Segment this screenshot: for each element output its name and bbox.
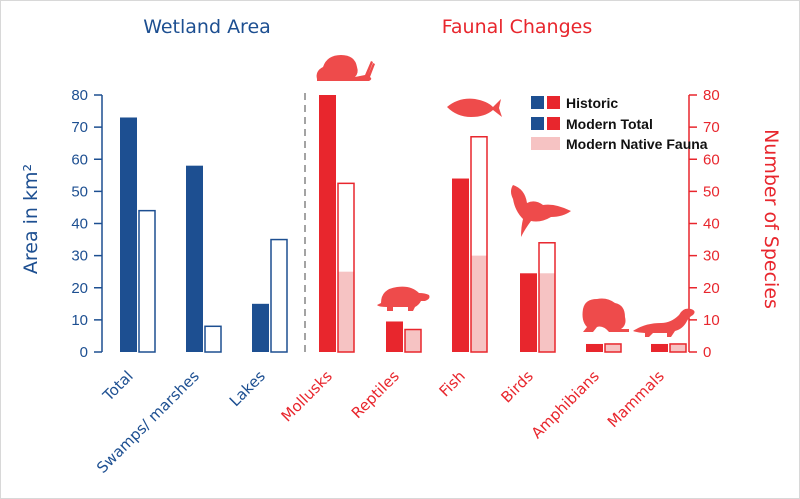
- right-tick-label: 50: [703, 183, 720, 200]
- category-label: Birds: [497, 367, 537, 407]
- bar-modern-fauna-2: [470, 136, 488, 353]
- right-tick-label: 40: [703, 216, 720, 233]
- bar-historic-fauna-1: [386, 321, 403, 352]
- turtle-icon: [377, 286, 430, 311]
- bar-historic-2: [252, 303, 269, 352]
- fauna-panel-title: Faunal Changes: [442, 16, 593, 38]
- otter-icon: [633, 308, 695, 337]
- bar-native-fauna-2: [471, 255, 487, 352]
- right-tick-label: 20: [703, 280, 720, 297]
- right-tick-label: 70: [703, 119, 720, 136]
- left-tick-label: 40: [71, 216, 88, 233]
- left-tick-label: 60: [71, 151, 88, 168]
- wetland-panel-title: Wetland Area: [143, 16, 271, 38]
- bar-historic-fauna-3: [520, 273, 537, 352]
- legend-modern-native-label: Modern Native Fauna: [566, 136, 708, 152]
- snail-icon: [316, 55, 375, 81]
- bar-modern-fauna-0: [337, 182, 355, 353]
- left-tick-label: 0: [80, 344, 88, 361]
- bar-modern-2: [270, 238, 288, 353]
- legend: Historic Modern Total Modern Native Faun…: [531, 95, 708, 152]
- bar-modern-fauna-4: [604, 343, 622, 353]
- bar-historic-fauna-2: [452, 178, 469, 352]
- left-tick-label: 30: [71, 248, 88, 265]
- category-label: Fish: [436, 367, 469, 400]
- category-label: Reptiles: [348, 367, 403, 422]
- frog-icon: [582, 298, 629, 332]
- bar-modern-fauna-3: [538, 242, 556, 353]
- right-tick-label: 0: [703, 344, 711, 361]
- right-axis-title: Number of Species: [760, 129, 782, 309]
- category-label: Amphibians: [528, 367, 603, 442]
- bar-modern-0: [138, 209, 156, 353]
- left-axis-title: Area in km²: [20, 164, 42, 274]
- left-tick-label: 20: [71, 280, 88, 297]
- right-tick-group: 0 10 20 30 40 50 60 70 80: [689, 87, 720, 361]
- right-tick-label: 30: [703, 248, 720, 265]
- legend-item-modern-total: Modern Total: [531, 116, 653, 132]
- bar-historic-1: [186, 165, 203, 352]
- bar-historic-fauna-0: [319, 95, 336, 352]
- left-tick-label: 70: [71, 119, 88, 136]
- category-label: Mollusks: [278, 367, 336, 425]
- bars-group: [120, 95, 687, 353]
- right-tick-label: 80: [703, 87, 720, 104]
- bar-modern-1: [204, 325, 222, 353]
- left-tick-label: 50: [71, 183, 88, 200]
- bar-modern-fauna-5: [669, 343, 687, 353]
- right-tick-label: 60: [703, 151, 720, 168]
- bird-icon: [511, 185, 571, 237]
- category-label: Lakes: [226, 367, 269, 410]
- left-tick-label: 10: [71, 312, 88, 329]
- bar-native-fauna-4: [605, 343, 621, 352]
- bar-native-fauna-0: [338, 271, 354, 352]
- legend-item-historic: Historic: [531, 95, 618, 111]
- fish-icon: [447, 98, 502, 117]
- bar-native-fauna-1: [405, 329, 421, 352]
- left-tick-label: 80: [71, 87, 88, 104]
- bar-historic-0: [120, 117, 137, 352]
- bar-native-fauna-3: [539, 273, 555, 352]
- bar-modern-fauna-1: [404, 328, 422, 353]
- bar-historic-fauna-5: [651, 343, 668, 352]
- legend-modern-total-label: Modern Total: [566, 116, 653, 132]
- right-tick-label: 10: [703, 312, 720, 329]
- legend-historic-label: Historic: [566, 95, 618, 111]
- bar-historic-fauna-4: [586, 343, 603, 352]
- bar-native-fauna-5: [670, 343, 686, 352]
- category-label: Total: [99, 367, 137, 405]
- left-tick-group: 0 10 20 30 40 50 60 70 80: [71, 87, 102, 361]
- category-label: Mammals: [604, 367, 668, 431]
- legend-item-modern-native: Modern Native Fauna: [531, 136, 708, 152]
